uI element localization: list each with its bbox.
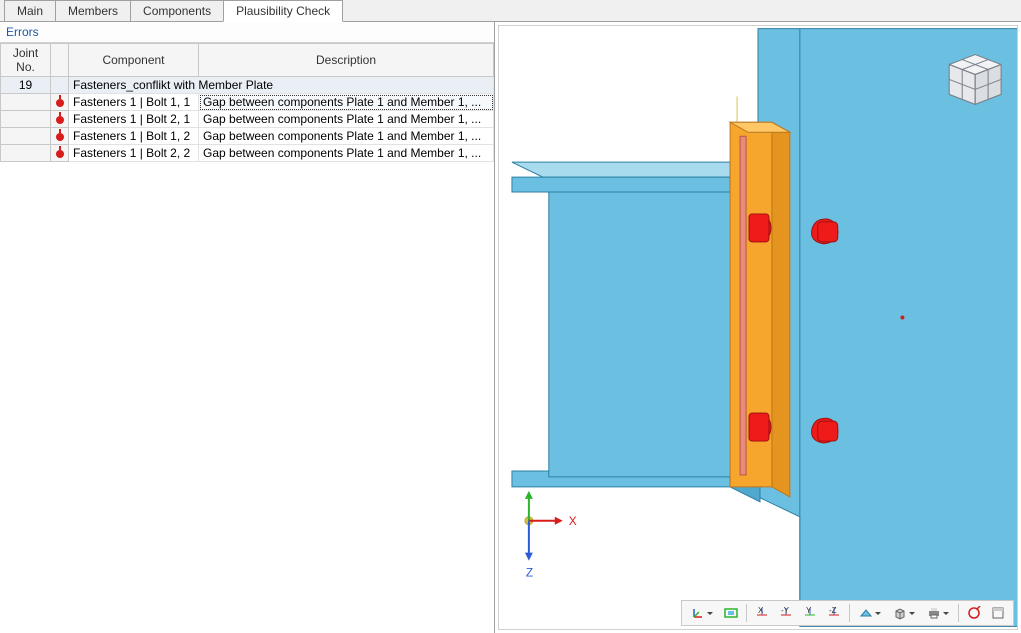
box-icon[interactable] <box>888 603 920 623</box>
joint-no <box>1 94 51 111</box>
svg-text:-Y: -Y <box>781 606 790 615</box>
errors-panel-title: Errors <box>0 22 494 43</box>
viewport-toolbar: X -Y Y -Z <box>681 600 1014 626</box>
axis-z-label: Z <box>526 566 533 580</box>
model-svg: X Z <box>499 26 1017 629</box>
separator <box>849 604 850 622</box>
display-mode-icon[interactable] <box>854 603 886 623</box>
group-label: Fasteners_conflikt with Member Plate <box>69 77 494 94</box>
error-icon <box>51 94 69 111</box>
tab-bar: Main Members Components Plausibility Che… <box>0 0 1021 22</box>
print-icon[interactable] <box>922 603 954 623</box>
model-viewport[interactable]: X Z X -Y Y -Z <box>498 25 1018 630</box>
view-z-neg-icon[interactable]: -Z <box>823 603 845 623</box>
component-cell: Fasteners 1 | Bolt 1, 1 <box>69 94 199 111</box>
errors-table: JointNo. Component Description 19Fastene… <box>0 43 494 162</box>
description-cell: Gap between components Plate 1 and Membe… <box>199 94 494 111</box>
view-x-icon[interactable]: X <box>751 603 773 623</box>
description-cell: Gap between components Plate 1 and Membe… <box>199 145 494 162</box>
error-icon <box>51 111 69 128</box>
axis-icon[interactable] <box>686 603 718 623</box>
joint-no: 19 <box>1 77 51 94</box>
view-y-pos-icon[interactable]: Y <box>799 603 821 623</box>
col-description[interactable]: Description <box>199 44 494 77</box>
col-joint[interactable]: JointNo. <box>1 44 51 77</box>
table-row[interactable]: Fasteners 1 | Bolt 2, 1Gap between compo… <box>1 111 494 128</box>
view-y-neg-icon[interactable]: -Y <box>775 603 797 623</box>
table-row[interactable]: Fasteners 1 | Bolt 2, 2Gap between compo… <box>1 145 494 162</box>
nav-cube <box>949 55 1001 105</box>
component-cell: Fasteners 1 | Bolt 2, 1 <box>69 111 199 128</box>
icon-cell <box>51 77 69 94</box>
tab-members[interactable]: Members <box>55 0 131 21</box>
component-cell: Fasteners 1 | Bolt 2, 2 <box>69 145 199 162</box>
col-icon[interactable] <box>51 44 69 77</box>
table-row[interactable]: Fasteners 1 | Bolt 1, 1Gap between compo… <box>1 94 494 111</box>
window-icon[interactable] <box>987 603 1009 623</box>
tab-components[interactable]: Components <box>130 0 224 21</box>
table-group-row[interactable]: 19 Fasteners_conflikt with Member Plate <box>1 77 494 94</box>
svg-text:X: X <box>758 606 764 615</box>
svg-text:-Z: -Z <box>829 606 837 615</box>
axis-x-label: X <box>569 514 577 528</box>
separator <box>958 604 959 622</box>
joint-no <box>1 145 51 162</box>
error-icon <box>51 145 69 162</box>
description-cell: Gap between components Plate 1 and Membe… <box>199 128 494 145</box>
separator <box>746 604 747 622</box>
tab-main[interactable]: Main <box>4 0 56 21</box>
col-component[interactable]: Component <box>69 44 199 77</box>
reset-icon[interactable] <box>963 603 985 623</box>
svg-text:Y: Y <box>806 606 812 615</box>
tab-plausibility-check[interactable]: Plausibility Check <box>223 0 343 22</box>
model-viewport-pane: X Z X -Y Y -Z <box>495 22 1021 633</box>
description-cell: Gap between components Plate 1 and Membe… <box>199 111 494 128</box>
error-icon <box>51 128 69 145</box>
fit-view-icon[interactable] <box>720 603 742 623</box>
table-row[interactable]: Fasteners 1 | Bolt 1, 2Gap between compo… <box>1 128 494 145</box>
errors-panel: Errors JointNo. Component Description 19… <box>0 22 495 633</box>
joint-no <box>1 111 51 128</box>
component-cell: Fasteners 1 | Bolt 1, 2 <box>69 128 199 145</box>
joint-no <box>1 128 51 145</box>
